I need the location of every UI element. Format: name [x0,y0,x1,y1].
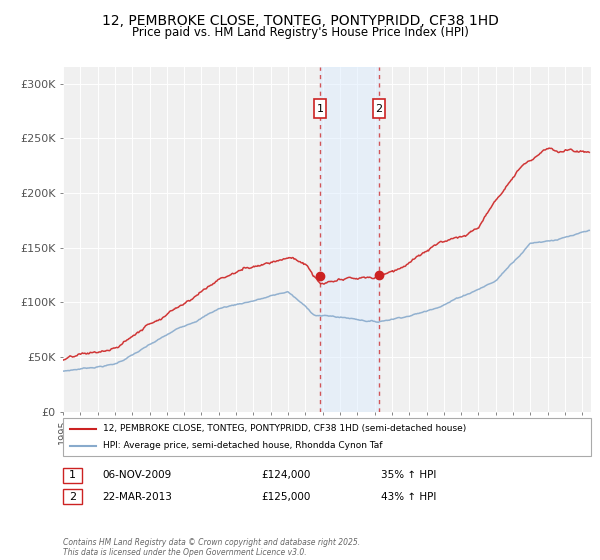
Text: 22-MAR-2013: 22-MAR-2013 [102,492,172,502]
Text: 1: 1 [317,104,323,114]
Text: £125,000: £125,000 [261,492,310,502]
FancyBboxPatch shape [314,99,326,118]
Text: HPI: Average price, semi-detached house, Rhondda Cynon Taf: HPI: Average price, semi-detached house,… [103,441,383,450]
Bar [320,67,379,412]
Text: 06-NOV-2009: 06-NOV-2009 [102,470,171,480]
Text: Price paid vs. HM Land Registry's House Price Index (HPI): Price paid vs. HM Land Registry's House … [131,26,469,39]
Text: 43% ↑ HPI: 43% ↑ HPI [381,492,436,502]
Text: 12, PEMBROKE CLOSE, TONTEG, PONTYPRIDD, CF38 1HD (semi-detached house): 12, PEMBROKE CLOSE, TONTEG, PONTYPRIDD, … [103,424,466,433]
Text: 2: 2 [69,492,76,502]
Text: £124,000: £124,000 [261,470,310,480]
FancyBboxPatch shape [373,99,385,118]
Text: 1: 1 [69,470,76,480]
Text: Contains HM Land Registry data © Crown copyright and database right 2025.
This d: Contains HM Land Registry data © Crown c… [63,538,360,557]
Text: 35% ↑ HPI: 35% ↑ HPI [381,470,436,480]
Text: 2: 2 [375,104,382,114]
Text: 12, PEMBROKE CLOSE, TONTEG, PONTYPRIDD, CF38 1HD: 12, PEMBROKE CLOSE, TONTEG, PONTYPRIDD, … [101,14,499,28]
